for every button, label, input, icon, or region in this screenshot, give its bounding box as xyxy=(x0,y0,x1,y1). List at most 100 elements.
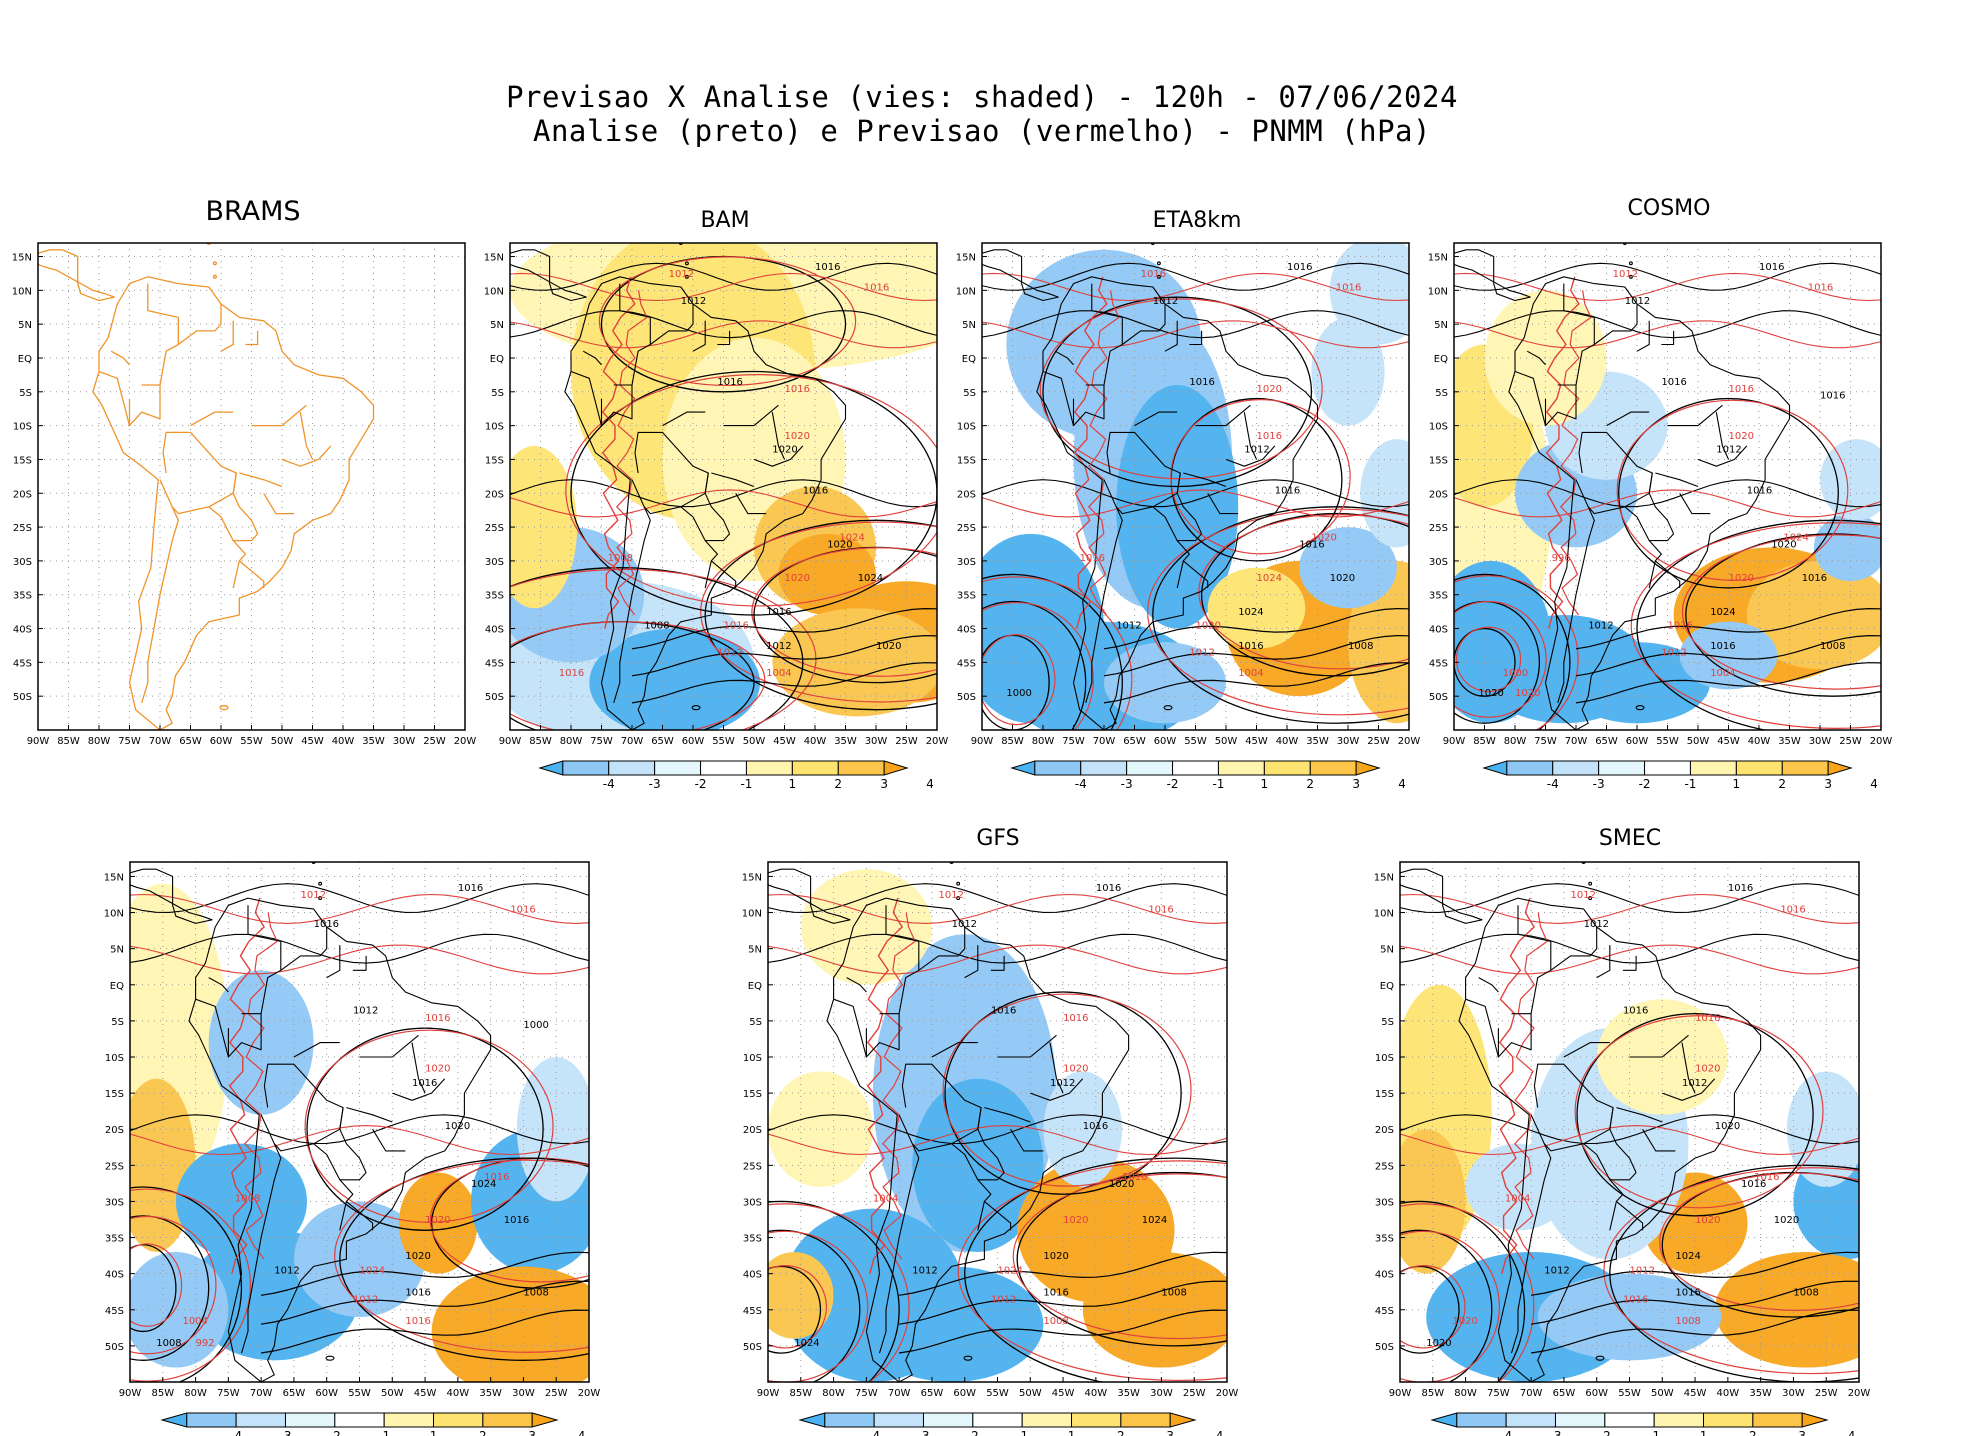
country-border xyxy=(263,492,295,515)
country-border xyxy=(1616,1107,1663,1123)
forecast-label: 1012 xyxy=(1630,1266,1655,1277)
country-border xyxy=(1648,472,1675,535)
country-border xyxy=(240,1143,282,1354)
map-panel-eta8km: 1016101210161012101610161020102410161012… xyxy=(956,242,1420,791)
forecast-label: 1016 xyxy=(1063,1013,1088,1024)
analysis-isobar xyxy=(1103,607,1409,650)
colorbar-swatch xyxy=(700,760,747,776)
colorbar-swatch xyxy=(1735,760,1783,776)
lon-label: 65W xyxy=(283,1388,306,1399)
forecast-label: 1016 xyxy=(1780,905,1805,916)
bias-blob xyxy=(130,1252,229,1368)
colorbar-swatch xyxy=(1552,760,1600,776)
analysis-isobar xyxy=(1685,533,1881,697)
country-border xyxy=(1072,384,1105,427)
isobar-labels: 1016101610121016102010241016102010161012… xyxy=(156,883,549,1349)
lon-label: 40W xyxy=(1748,736,1771,747)
isobar-labels: 1016 1012 1016 1012 1020 1016 1020 1024 1016 1012… xyxy=(1426,883,1819,1349)
analysis-isobar xyxy=(1400,1265,1460,1354)
lat-label: 25S xyxy=(743,1161,762,1172)
lon-label: 45W xyxy=(1052,1388,1075,1399)
lat-label: 20S xyxy=(13,489,32,500)
country-border xyxy=(1243,412,1258,460)
colorbar-swatch xyxy=(1080,760,1128,776)
analysis-label: 1020 xyxy=(827,539,852,550)
forecast-label: 1004 xyxy=(1505,1193,1530,1204)
colorbar-over-arrow xyxy=(1169,1412,1197,1428)
forecast-label: 1020 xyxy=(1196,621,1221,632)
bias-blob xyxy=(589,628,761,730)
colorbar-swatch xyxy=(1781,760,1829,776)
colorbar-tick-label: 1 xyxy=(1733,777,1741,791)
country-border xyxy=(964,945,979,979)
analysis-isobar xyxy=(899,1309,1227,1354)
colorbar-under-arrow xyxy=(160,1412,188,1428)
forecast-isobar xyxy=(1454,272,1881,302)
analysis-label: 1020 xyxy=(1043,1251,1068,1262)
lat-label: 20S xyxy=(485,489,504,500)
lon-label: 20W xyxy=(926,736,949,747)
country-border xyxy=(662,411,706,427)
analysis-isobar xyxy=(130,933,589,964)
south-america-coast xyxy=(1508,276,1791,730)
country-border xyxy=(280,927,328,971)
bias-blob xyxy=(1746,560,1881,670)
country-border xyxy=(1550,927,1598,971)
colorbar-tick-label: 4 xyxy=(1870,777,1878,791)
analysis-label: 1012 xyxy=(1716,445,1741,456)
country-border xyxy=(359,1034,419,1058)
lat-label: 10N xyxy=(1374,909,1394,920)
colorbar-tick-label: -3 xyxy=(649,777,661,791)
forecast-label: 1020 xyxy=(1515,688,1540,699)
island xyxy=(318,896,323,901)
lon-label: 50W xyxy=(743,736,766,747)
colorbar: -4 -3 -2 -1 1 2 3 4 xyxy=(1010,760,1406,791)
bias-blob xyxy=(1537,1273,1722,1361)
analysis-isobar xyxy=(1575,634,1881,677)
falklands-island xyxy=(325,1355,335,1361)
analysis-label: 1008 xyxy=(523,1287,548,1298)
axis-labels: 15N 10N 5N EQ 5S 10S 15S 20S 25S 30S 35S 40S 45S 50S 9… xyxy=(104,872,601,1399)
lat-label: 15N xyxy=(1374,872,1394,883)
analysis-isobar xyxy=(1016,1171,1227,1347)
colorbar-swatch xyxy=(1120,1412,1171,1428)
country-border xyxy=(1563,283,1595,386)
falklands-island xyxy=(1163,705,1173,711)
bias-shading xyxy=(768,869,1227,1382)
lat-label: 40S xyxy=(743,1270,762,1281)
lon-label: 75W xyxy=(590,736,613,747)
lon-label: 40W xyxy=(1717,1388,1740,1399)
isobars xyxy=(510,255,937,730)
colorbar-swatch xyxy=(1689,760,1737,776)
colorbar-tick-label: 2 xyxy=(479,1429,487,1436)
analysis-label: 1016 xyxy=(766,607,791,618)
forecast-isobar xyxy=(304,1029,554,1223)
island xyxy=(318,881,323,886)
colorbar-swatch xyxy=(791,760,839,776)
falklands-island xyxy=(963,1355,973,1361)
lat-label: 35S xyxy=(1429,591,1448,602)
forecast-isobar xyxy=(751,547,937,677)
country-border xyxy=(753,445,804,467)
analysis-isobar xyxy=(130,1186,243,1382)
lon-label: 35W xyxy=(1117,1388,1140,1399)
lon-label: 35W xyxy=(1306,736,1329,747)
lon-label: 55W xyxy=(348,1388,371,1399)
analysis-label: 1008 xyxy=(1161,1287,1186,1298)
lat-label: 20S xyxy=(1429,489,1448,500)
colorbar-swatch xyxy=(972,1412,1023,1428)
forecast-isobar xyxy=(1574,1015,1824,1209)
forecast-isobar xyxy=(1400,1230,1500,1382)
colorbar-swatch xyxy=(1505,1412,1556,1428)
colorbar-under-arrow xyxy=(798,1412,826,1428)
lat-label: 5S xyxy=(749,1017,762,1028)
lat-label: 10S xyxy=(1375,1053,1394,1064)
lon-label: 85W xyxy=(529,736,552,747)
country-border xyxy=(1557,506,1595,704)
lon-label: 80W xyxy=(1504,736,1527,747)
lat-label: 40S xyxy=(485,625,504,636)
lat-label: 5N xyxy=(110,945,124,956)
lat-label: 45S xyxy=(105,1306,124,1317)
lon-label: 60W xyxy=(953,1388,976,1399)
lat-label: 50S xyxy=(957,692,976,703)
